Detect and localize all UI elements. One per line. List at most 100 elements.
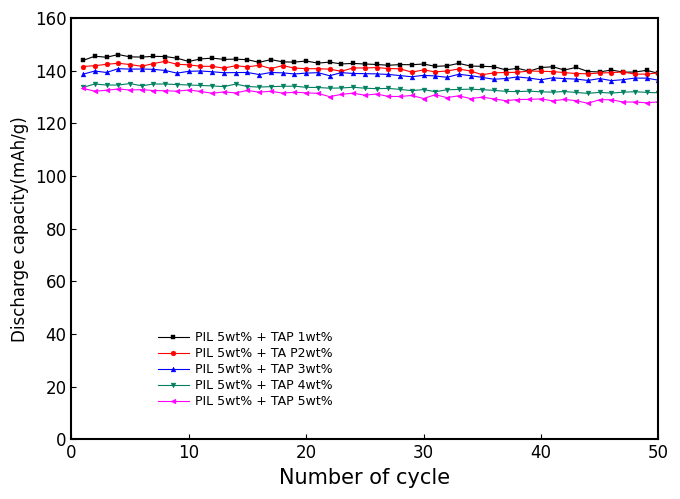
PIL 5wt% + TA P2wt% — [384, 65, 392, 71]
PIL 5wt% + TAP 5wt% — [103, 87, 111, 93]
PIL 5wt% + TAP 3wt% — [279, 70, 287, 76]
Line: PIL 5wt% + TA P2wt%: PIL 5wt% + TA P2wt% — [81, 59, 661, 77]
PIL 5wt% + TA P2wt% — [349, 65, 357, 71]
PIL 5wt% + TAP 4wt% — [349, 84, 357, 90]
PIL 5wt% + TA P2wt% — [490, 70, 498, 76]
PIL 5wt% + TAP 4wt% — [619, 89, 627, 95]
PIL 5wt% + TAP 4wt% — [361, 85, 369, 91]
PIL 5wt% + TAP 3wt% — [643, 75, 651, 81]
PIL 5wt% + TAP 5wt% — [150, 88, 158, 94]
PIL 5wt% + TAP 4wt% — [255, 84, 263, 90]
PIL 5wt% + TAP 3wt% — [126, 66, 134, 72]
PIL 5wt% + TAP 5wt% — [137, 87, 146, 93]
PIL 5wt% + TAP 1wt% — [361, 61, 369, 67]
PIL 5wt% + TA P2wt% — [279, 62, 287, 68]
PIL 5wt% + TAP 5wt% — [654, 99, 662, 105]
PIL 5wt% + TA P2wt% — [161, 58, 169, 64]
PIL 5wt% + TAP 3wt% — [466, 73, 475, 79]
PIL 5wt% + TAP 3wt% — [396, 72, 404, 78]
PIL 5wt% + TAP 4wt% — [431, 89, 439, 95]
PIL 5wt% + TA P2wt% — [525, 68, 533, 74]
PIL 5wt% + TAP 4wt% — [161, 81, 169, 87]
PIL 5wt% + TAP 4wt% — [596, 89, 604, 95]
PIL 5wt% + TAP 1wt% — [326, 59, 334, 65]
PIL 5wt% + TAP 3wt% — [572, 76, 580, 82]
PIL 5wt% + TAP 4wt% — [560, 88, 568, 94]
PIL 5wt% + TAP 3wt% — [443, 74, 451, 80]
PIL 5wt% + TAP 5wt% — [361, 92, 369, 98]
PIL 5wt% + TAP 4wt% — [220, 84, 228, 90]
PIL 5wt% + TAP 4wt% — [267, 84, 275, 90]
PIL 5wt% + TAP 1wt% — [408, 62, 416, 68]
PIL 5wt% + TAP 4wt% — [384, 85, 392, 91]
PIL 5wt% + TAP 5wt% — [455, 93, 463, 99]
PIL 5wt% + TAP 5wt% — [584, 100, 592, 106]
PIL 5wt% + TAP 5wt% — [373, 91, 381, 97]
PIL 5wt% + TAP 1wt% — [173, 55, 181, 61]
PIL 5wt% + TAP 3wt% — [631, 75, 639, 81]
PIL 5wt% + TAP 3wt% — [513, 74, 522, 80]
PIL 5wt% + TAP 5wt% — [478, 94, 486, 100]
PIL 5wt% + TAP 4wt% — [478, 87, 486, 93]
PIL 5wt% + TAP 3wt% — [137, 66, 146, 72]
PIL 5wt% + TAP 5wt% — [631, 99, 639, 105]
PIL 5wt% + TAP 4wt% — [126, 80, 134, 86]
PIL 5wt% + TAP 1wt% — [220, 56, 228, 62]
PIL 5wt% + TAP 1wt% — [478, 63, 486, 69]
PIL 5wt% + TA P2wt% — [431, 69, 439, 75]
PIL 5wt% + TAP 4wt% — [549, 89, 557, 95]
PIL 5wt% + TAP 5wt% — [173, 88, 181, 94]
PIL 5wt% + TAP 1wt% — [525, 68, 533, 74]
PIL 5wt% + TA P2wt% — [326, 66, 334, 72]
PIL 5wt% + TAP 3wt% — [232, 69, 240, 75]
PIL 5wt% + TAP 1wt% — [279, 59, 287, 65]
Line: PIL 5wt% + TAP 5wt%: PIL 5wt% + TAP 5wt% — [81, 86, 661, 106]
PIL 5wt% + TAP 5wt% — [607, 97, 615, 103]
PIL 5wt% + TAP 3wt% — [114, 66, 122, 72]
PIL 5wt% + TAP 1wt% — [267, 56, 275, 62]
PIL 5wt% + TAP 3wt% — [478, 74, 486, 80]
PIL 5wt% + TAP 1wt% — [255, 59, 263, 65]
PIL 5wt% + TAP 5wt% — [232, 90, 240, 96]
PIL 5wt% + TAP 4wt% — [466, 86, 475, 92]
PIL 5wt% + TAP 5wt% — [572, 98, 580, 104]
PIL 5wt% + TAP 3wt% — [150, 66, 158, 72]
PIL 5wt% + TAP 3wt% — [197, 68, 205, 74]
PIL 5wt% + TAP 4wt% — [654, 90, 662, 96]
PIL 5wt% + TAP 5wt% — [290, 89, 299, 95]
PIL 5wt% + TA P2wt% — [537, 68, 545, 74]
PIL 5wt% + TAP 3wt% — [90, 68, 99, 74]
PIL 5wt% + TAP 5wt% — [243, 87, 252, 93]
PIL 5wt% + TAP 1wt% — [232, 56, 240, 62]
PIL 5wt% + TAP 5wt% — [349, 90, 357, 96]
PIL 5wt% + TAP 4wt% — [443, 87, 451, 93]
PIL 5wt% + TAP 1wt% — [431, 63, 439, 69]
PIL 5wt% + TAP 4wt% — [232, 81, 240, 87]
PIL 5wt% + TAP 4wt% — [79, 84, 87, 90]
PIL 5wt% + TAP 1wt% — [560, 67, 568, 73]
PIL 5wt% + TAP 5wt% — [208, 90, 216, 96]
PIL 5wt% + TA P2wt% — [455, 66, 463, 72]
PIL 5wt% + TAP 3wt% — [290, 71, 299, 77]
PIL 5wt% + TAP 1wt% — [572, 64, 580, 70]
PIL 5wt% + TA P2wt% — [126, 61, 134, 67]
PIL 5wt% + TAP 3wt% — [243, 69, 252, 75]
PIL 5wt% + TAP 1wt% — [373, 61, 381, 67]
PIL 5wt% + TAP 5wt% — [513, 96, 522, 102]
PIL 5wt% + TAP 1wt% — [243, 57, 252, 63]
PIL 5wt% + TAP 3wt% — [408, 74, 416, 80]
PIL 5wt% + TA P2wt% — [232, 63, 240, 69]
PIL 5wt% + TAP 3wt% — [420, 72, 428, 78]
PIL 5wt% + TAP 5wt% — [619, 99, 627, 105]
PIL 5wt% + TAP 3wt% — [654, 77, 662, 83]
PIL 5wt% + TAP 3wt% — [525, 75, 533, 81]
PIL 5wt% + TAP 4wt% — [114, 82, 122, 88]
PIL 5wt% + TAP 4wt% — [584, 90, 592, 96]
X-axis label: Number of cycle: Number of cycle — [279, 468, 450, 488]
PIL 5wt% + TA P2wt% — [466, 68, 475, 74]
PIL 5wt% + TAP 1wt% — [654, 70, 662, 76]
PIL 5wt% + TAP 3wt% — [302, 70, 310, 76]
Line: PIL 5wt% + TAP 4wt%: PIL 5wt% + TAP 4wt% — [81, 81, 661, 96]
PIL 5wt% + TAP 5wt% — [443, 95, 451, 101]
PIL 5wt% + TAP 1wt% — [114, 51, 122, 57]
